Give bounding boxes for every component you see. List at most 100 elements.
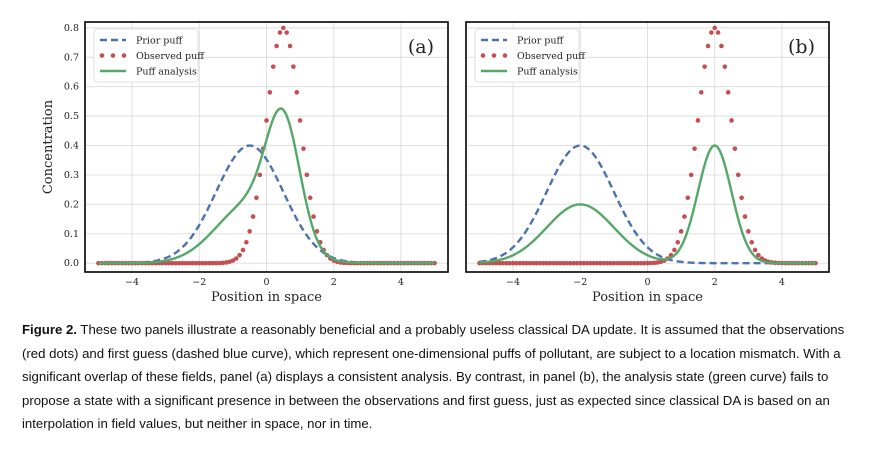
observed-dot	[311, 214, 316, 219]
observed-dot	[176, 260, 182, 266]
observed-dot	[577, 260, 583, 266]
observed-dot	[756, 252, 761, 258]
plot-frame	[84, 21, 449, 273]
observed-dot	[196, 260, 202, 266]
observed-dot	[504, 260, 509, 266]
observed-dot	[564, 260, 570, 266]
observed-dot	[544, 260, 549, 266]
observed-dot	[621, 260, 627, 266]
legend-dot	[502, 53, 508, 58]
x-tick-label: 2	[331, 277, 337, 288]
legend-box	[93, 28, 199, 83]
observed-dot	[287, 43, 293, 49]
legend-dot	[121, 53, 127, 58]
observed-dot	[497, 260, 502, 266]
observed-dot	[551, 260, 556, 266]
legend-label: Observed puff	[136, 51, 205, 62]
y-tick-label: 0.2	[64, 199, 79, 210]
observed-dot	[301, 146, 306, 151]
y-tick-label: 0.6	[64, 82, 79, 93]
legend-dot	[491, 53, 497, 58]
observed-dot	[186, 260, 192, 266]
observed-dot	[604, 260, 610, 266]
y-tick-label: 0.3	[64, 170, 79, 181]
observed-dot	[244, 239, 249, 245]
observed-dot	[635, 260, 640, 266]
observed-dot	[715, 30, 721, 35]
observed-dot	[517, 260, 523, 266]
observed-dot	[203, 260, 209, 266]
observed-dot	[601, 260, 607, 266]
observed-dot	[294, 90, 300, 95]
series-line-puff-analysis	[98, 107, 435, 265]
observed-dot	[281, 25, 286, 31]
observed-dot	[217, 260, 222, 266]
observed-dot	[527, 260, 533, 266]
observed-dot	[284, 30, 289, 35]
observed-dot	[571, 260, 576, 266]
observed-dot	[530, 260, 536, 266]
series-line-puff-analysis	[479, 144, 816, 265]
observed-dot	[277, 30, 283, 35]
observed-dot	[233, 256, 239, 261]
x-tick-label: −2	[192, 277, 206, 288]
observed-dot	[698, 90, 704, 95]
observed-dot	[588, 260, 593, 266]
observed-dot	[641, 260, 647, 266]
observed-dot	[557, 260, 563, 266]
panel-label: (b)	[788, 36, 815, 58]
observed-dot	[500, 260, 506, 266]
plot-frame	[465, 21, 830, 273]
observed-dot	[200, 260, 205, 266]
observed-dot	[297, 118, 303, 123]
legend-dot	[480, 53, 486, 58]
observed-dot	[749, 239, 754, 245]
observed-dot	[682, 214, 687, 219]
observed-dot	[230, 258, 236, 263]
legend-box	[474, 28, 580, 83]
observed-dot	[567, 260, 573, 266]
observed-dot	[304, 172, 310, 178]
observed-dot	[257, 172, 263, 178]
observed-dot	[180, 260, 185, 266]
observed-dot	[541, 260, 546, 266]
legend-label: Puff analysis	[136, 67, 197, 78]
observed-dot	[166, 260, 172, 266]
observed-dot	[685, 195, 691, 201]
observed-dot	[524, 260, 529, 266]
observed-dot	[618, 260, 623, 266]
legend-label: Prior puff	[136, 36, 183, 47]
observed-dot	[692, 146, 697, 151]
observed-dot	[264, 118, 269, 123]
legend-label: Prior puff	[517, 36, 564, 47]
legend-label: Puff analysis	[517, 67, 578, 78]
observed-dot	[493, 260, 499, 266]
panel-label: (a)	[408, 36, 434, 58]
observed-dot	[240, 247, 246, 253]
y-tick-label: 0.0	[64, 258, 79, 269]
observed-dot	[672, 247, 677, 253]
observed-dot	[520, 260, 526, 266]
x-tick-label: 4	[779, 277, 785, 288]
observed-dot	[561, 260, 566, 266]
chart-panel-1: −4 −2 0 2 4 Position in space (b) Prior puff Obs…	[465, 21, 830, 305]
observed-dot	[183, 260, 189, 266]
observed-dot	[611, 260, 617, 266]
observed-dot	[547, 260, 553, 266]
caption-label: Figure 2.	[22, 322, 77, 337]
legend-dot	[110, 53, 116, 58]
observed-dot	[510, 260, 516, 266]
legend-dot	[99, 53, 105, 58]
observed-dot	[193, 260, 199, 266]
observed-dot	[594, 260, 600, 266]
observed-dot	[254, 195, 259, 201]
observed-dot	[628, 260, 633, 266]
observed-dot	[638, 260, 644, 266]
observed-dot	[514, 260, 519, 266]
x-axis-label: Position in space	[592, 290, 703, 305]
figure-caption: Figure 2. These two panels illustrate a …	[22, 318, 858, 436]
observed-dot	[314, 229, 320, 234]
observed-dot	[746, 229, 751, 234]
observed-dot	[173, 260, 179, 266]
y-tick-label: 0.1	[64, 229, 79, 240]
